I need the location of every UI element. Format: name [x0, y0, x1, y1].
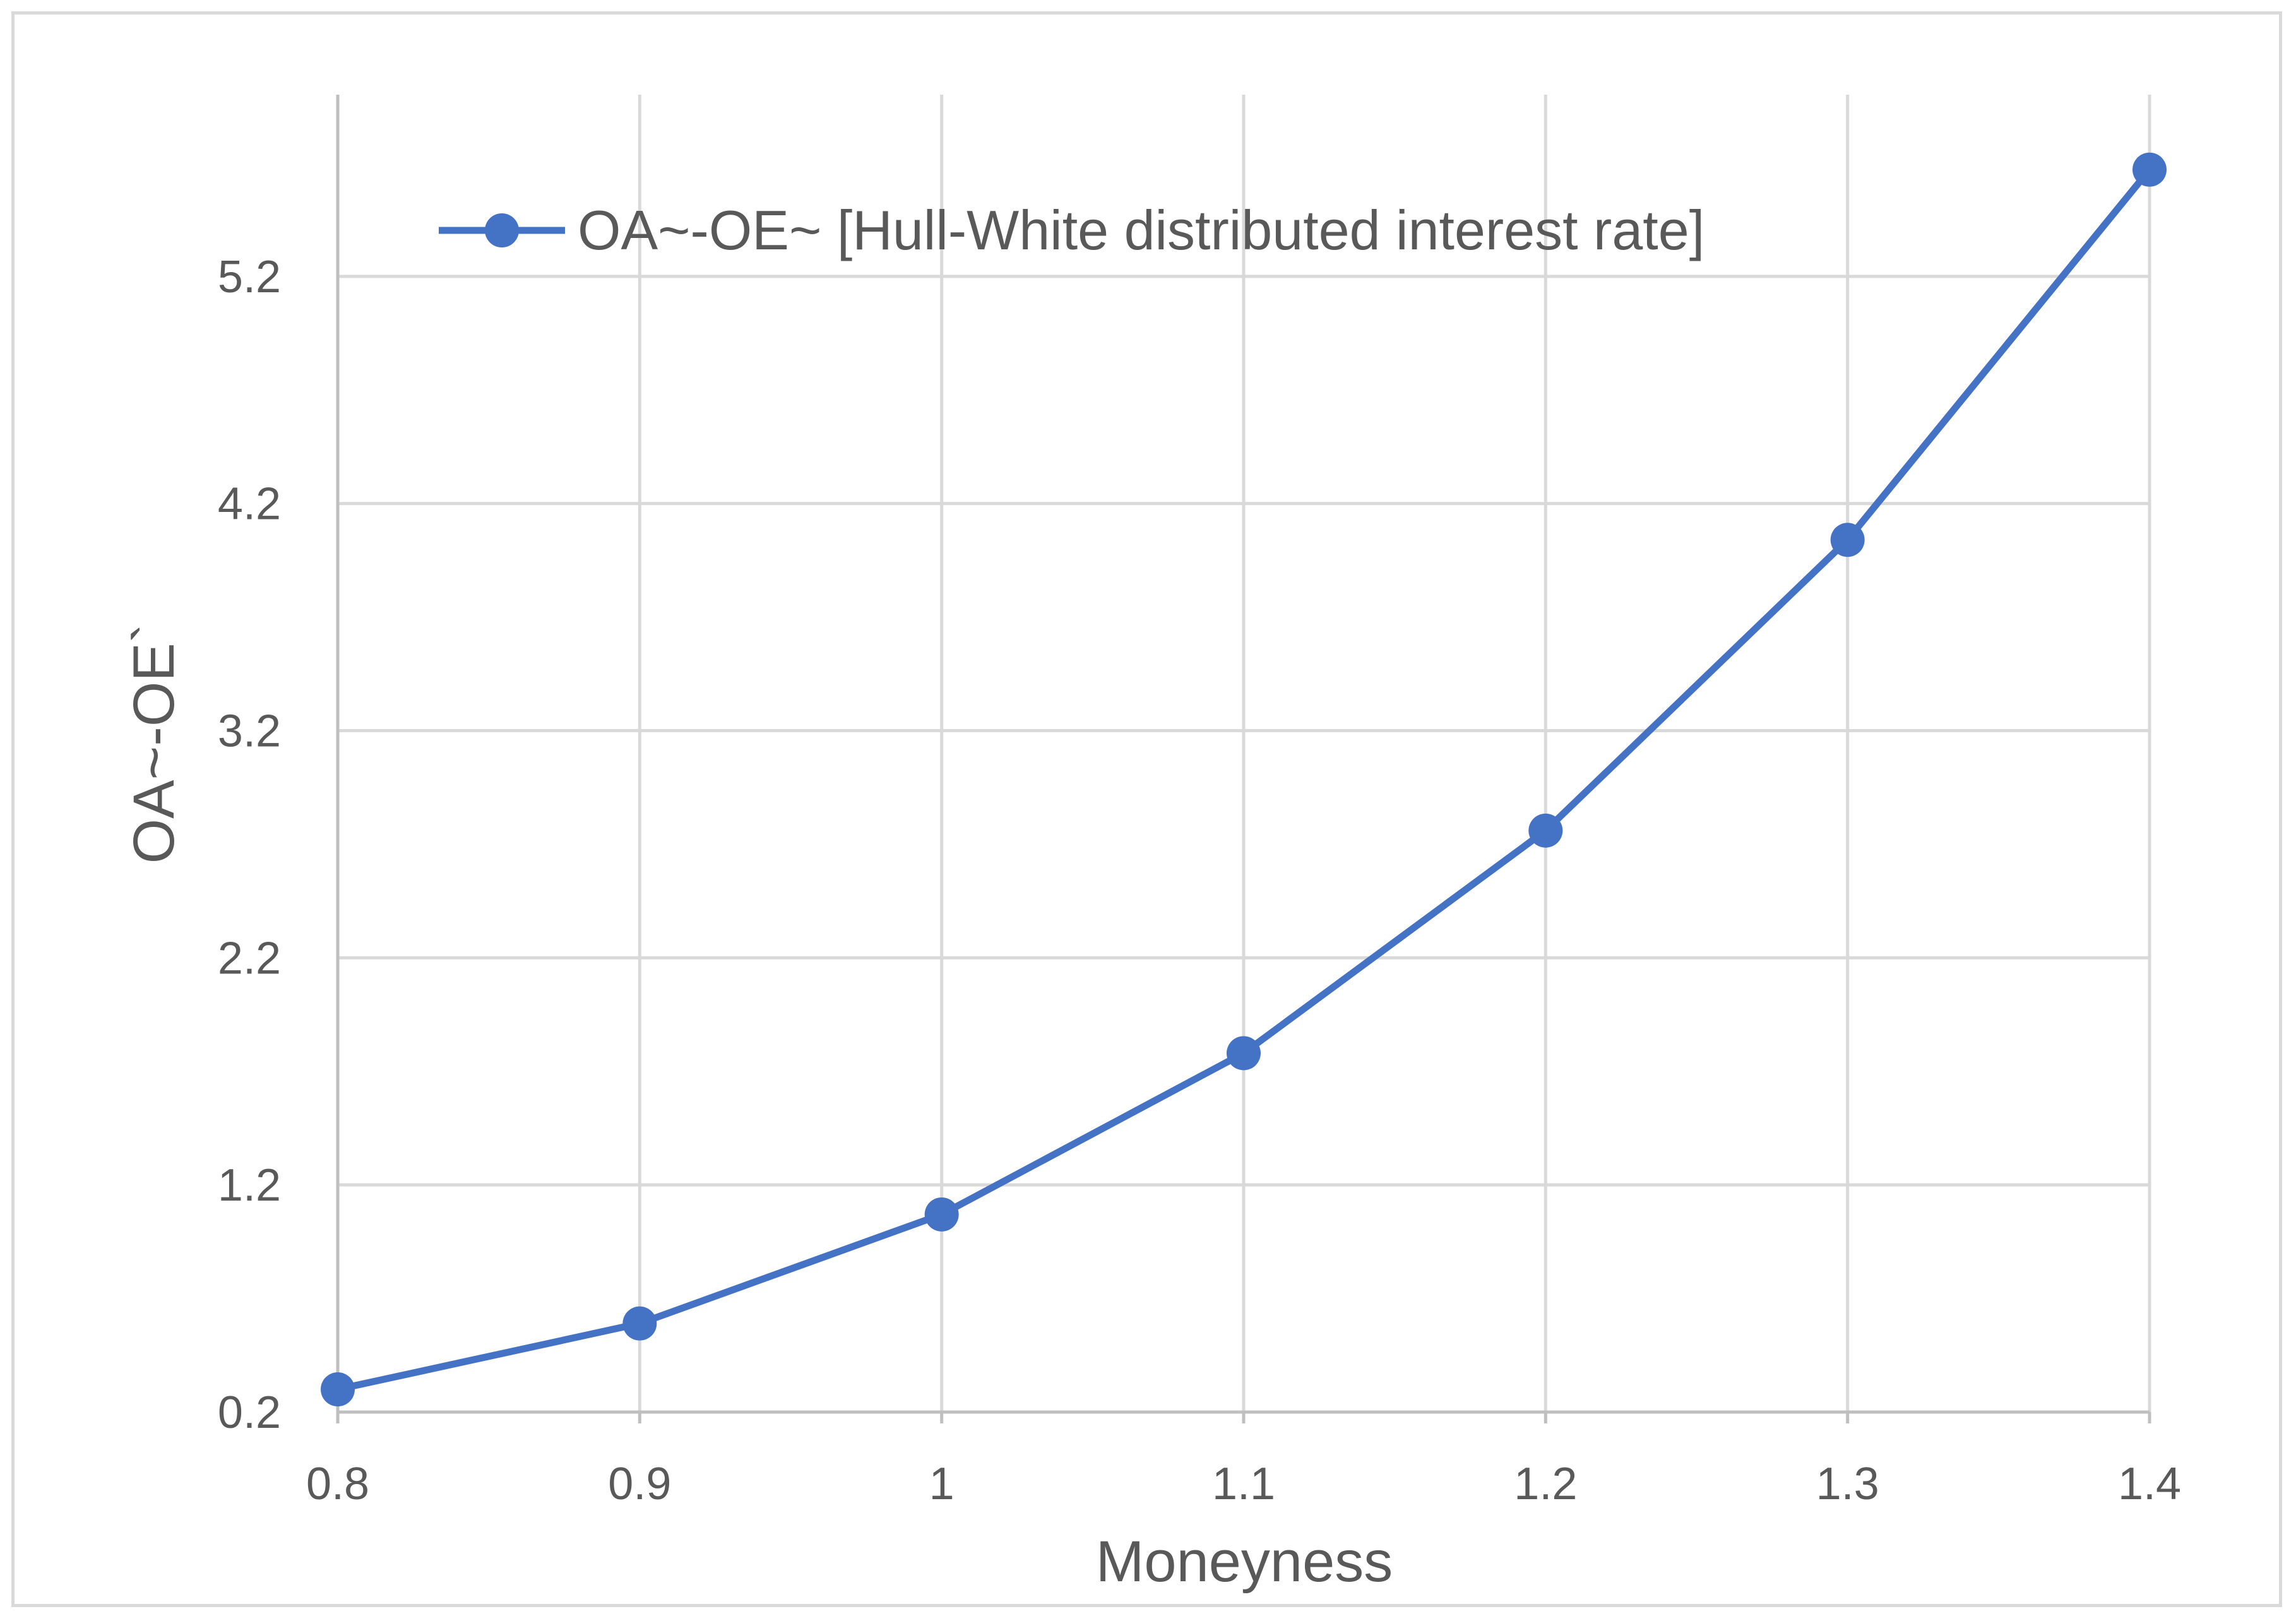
legend-label: OA~-OE~ [Hull-White distributed interest…	[578, 199, 1704, 261]
data-point	[2132, 152, 2167, 187]
data-point	[924, 1197, 959, 1232]
y-axis-tick-labels: 0.2 1.2 2.2 3.2 4.2 5.2	[218, 252, 281, 1438]
x-tick-label: 1	[929, 1459, 955, 1509]
data-point	[622, 1306, 657, 1341]
y-tick-label: 5.2	[218, 252, 281, 302]
grid-lines	[338, 95, 2151, 1412]
y-tick-label: 2.2	[218, 933, 281, 983]
x-tick-label: 0.9	[608, 1459, 671, 1509]
legend: OA~-OE~ [Hull-White distributed interest…	[439, 199, 1704, 261]
data-point	[1528, 813, 1563, 848]
x-tick-label: 1.2	[1514, 1459, 1577, 1509]
x-tick-label: 1.4	[2118, 1459, 2181, 1509]
y-tick-label: 0.2	[218, 1387, 281, 1438]
axes	[336, 95, 2151, 1423]
x-tick-label: 1.3	[1816, 1459, 1879, 1509]
legend-marker-swatch	[485, 213, 519, 247]
x-axis-title: Moneyness	[1096, 1529, 1393, 1594]
series	[321, 152, 2167, 1407]
data-point	[1227, 1036, 1261, 1071]
data-point	[1830, 523, 1865, 557]
x-axis-tick-labels: 0.8 0.9 1 1.1 1.2 1.3 1.4	[306, 1459, 2181, 1509]
y-tick-label: 3.2	[218, 706, 281, 757]
x-tick-label: 1.1	[1212, 1459, 1275, 1509]
data-point	[321, 1372, 355, 1407]
y-tick-label: 1.2	[218, 1160, 281, 1211]
y-axis-title: OA~-OE`	[122, 624, 186, 864]
y-tick-label: 4.2	[218, 479, 281, 530]
x-tick-label: 0.8	[306, 1459, 369, 1509]
